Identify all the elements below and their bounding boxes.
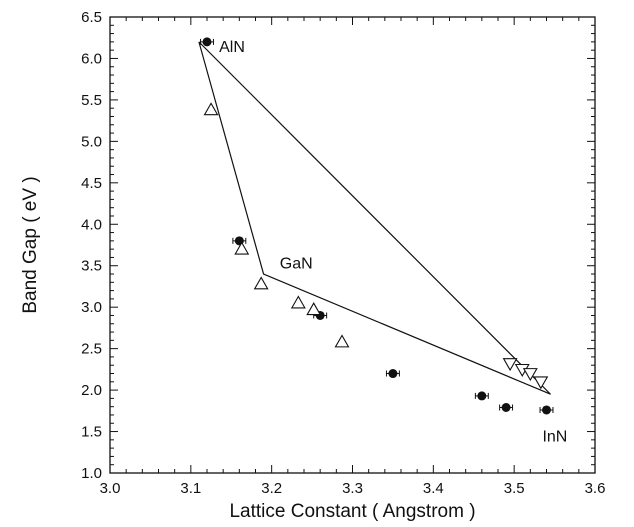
triangle-outline: [198, 41, 551, 395]
x-tick-label: 3.0: [100, 480, 121, 497]
x-tick-label: 3.1: [180, 480, 201, 497]
open-triangle-down-point: [522, 368, 538, 382]
y-tick-label: 2.5: [81, 341, 102, 358]
y-tick-label: 3.5: [81, 258, 102, 275]
triangle-outline-path: [198, 41, 551, 395]
filled-circle-point: [388, 369, 398, 379]
x-tick-label: 3.4: [423, 480, 444, 497]
filled-circle-point: [501, 403, 511, 413]
filled-circle-point: [202, 37, 212, 47]
y-tick-label: 4.0: [81, 216, 102, 233]
y-tick-label: 5.0: [81, 133, 102, 150]
point-label: GaN: [280, 255, 313, 272]
open-triangle-up-point: [290, 295, 306, 309]
y-tick-label: 3.0: [81, 299, 102, 316]
x-axis-ticks: 3.0 3.1 3.2 3.3 3.4 3.5 3.6: [100, 17, 606, 497]
filled-circle-point: [477, 391, 487, 401]
open-triangle-up-point: [234, 241, 250, 255]
filled-circle-point: [542, 405, 551, 415]
annotations: AlN GaN InN: [219, 39, 567, 446]
x-tick-label: 3.5: [504, 480, 525, 497]
plot-frame: [109, 16, 596, 474]
point-label: AlN: [219, 39, 245, 56]
open-triangle-down-point: [502, 358, 518, 372]
y-tick-label: 6.0: [81, 50, 102, 67]
plot-border: [109, 16, 596, 474]
open-triangle-down-point: [533, 376, 549, 390]
y-tick-label: 4.5: [81, 175, 102, 192]
open-triangle-up-point: [334, 334, 350, 348]
x-tick-label: 3.2: [261, 480, 282, 497]
x-axis-title: Lattice Constant ( Angstrom ): [229, 501, 475, 522]
open-triangle-up-point: [203, 102, 219, 116]
x-tick-label: 3.6: [585, 480, 606, 497]
y-tick-label: 1.5: [81, 424, 102, 441]
y-tick-label: 5.5: [81, 92, 102, 109]
y-tick-label: 6.5: [81, 9, 102, 26]
y-axis-ticks: 1.0 1.5 2.0 2.5 3.0 3.5 4.0 4.5 5.0 5.5 6.0 6.5: [81, 9, 595, 482]
y-axis-title: Band Gap ( eV ): [20, 176, 41, 313]
open-triangle-up-point: [253, 276, 269, 290]
x-tick-label: 3.3: [342, 480, 363, 497]
y-tick-label: 1.0: [81, 465, 102, 482]
y-tick-label: 2.0: [81, 382, 102, 399]
open-triangle-up-point: [306, 302, 322, 316]
data-points: [200, 37, 554, 415]
point-label: InN: [542, 429, 567, 446]
